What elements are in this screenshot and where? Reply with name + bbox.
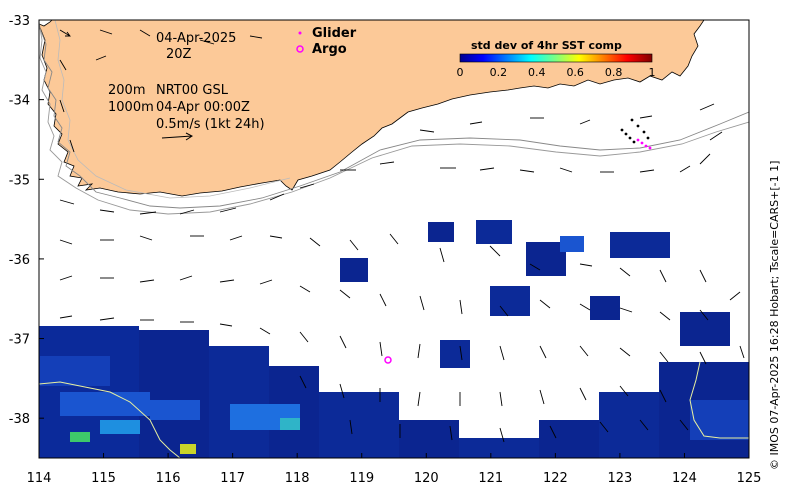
argo-legend-label: Argo (312, 42, 347, 57)
lat-tick-label: -33 (9, 14, 30, 29)
contour-200m (39, 25, 749, 209)
colorbar-tick-label: 1 (649, 66, 656, 79)
lon-tick-label: 123 (607, 471, 632, 486)
colorbar-tick-label: 0.2 (490, 66, 508, 79)
depth-200-label: 200m (108, 83, 145, 98)
lon-tick-label: 121 (478, 471, 503, 486)
sst-stddev-field (39, 220, 749, 458)
time-label: 20Z (166, 47, 192, 62)
date-label: 04-Apr-2025 (156, 31, 236, 46)
valid-time-label: 04-Apr 00:00Z (156, 100, 250, 115)
colorbar-ticks: 0 0.2 0.4 0.6 0.8 1 (457, 66, 656, 79)
sst-front-line (39, 381, 181, 458)
lon-tick-label: 120 (414, 471, 439, 486)
lat-tick-label: -35 (9, 173, 30, 188)
lon-tick-label: 125 (737, 471, 762, 486)
current-vectors (59, 29, 745, 443)
lat-tick-label: -37 (9, 333, 30, 348)
lon-tick-label: 122 (543, 471, 568, 486)
argo-float-marker[interactable] (384, 356, 392, 364)
lat-tick-label: -34 (9, 94, 30, 109)
lat-tick-label: -36 (9, 253, 30, 268)
contour-1000m (39, 21, 749, 215)
colorbar-title: std dev of 4hr SST comp (471, 39, 622, 52)
land-western-australia (39, 20, 705, 197)
glider-track[interactable] (620, 118, 652, 150)
land-cape-notch (39, 20, 53, 27)
lat-axis: -33 -34 -35 -36 -37 -38 (9, 14, 44, 427)
plot-frame (38, 19, 750, 459)
depth-1000-label: 1000m (108, 100, 154, 115)
scale-label: 0.5m/s (1kt 24h) (156, 117, 265, 132)
lon-tick-label: 114 (27, 471, 52, 486)
product-label: NRT00 GSL (156, 83, 229, 98)
sst-front-line-east (689, 361, 749, 439)
colorbar-tick-label: 0.6 (566, 66, 584, 79)
glider-legend-label: Glider (312, 26, 357, 41)
lon-tick-label: 117 (220, 471, 245, 486)
colorbar (459, 53, 653, 63)
colorbar-tick-label: 0.4 (528, 66, 546, 79)
colorbar-tick-label: 0.8 (605, 66, 623, 79)
lon-axis: 114 115 116 117 118 119 120 121 122 123 124 125 (27, 453, 762, 486)
lon-tick-label: 124 (672, 471, 697, 486)
lon-tick-label: 118 (285, 471, 310, 486)
lon-tick-label: 115 (91, 471, 116, 486)
colorbar-tick-label: 0 (457, 66, 464, 79)
lon-tick-label: 116 (156, 471, 181, 486)
glider-legend-marker (298, 31, 302, 35)
scale-arrow (161, 132, 193, 141)
lat-tick-label: -38 (9, 412, 30, 427)
lon-tick-label: 119 (349, 471, 374, 486)
argo-legend-marker (296, 45, 304, 53)
credit-label: © IMOS 07-Apr-2025 16:28 Hobart; Tscale=… (768, 160, 781, 470)
